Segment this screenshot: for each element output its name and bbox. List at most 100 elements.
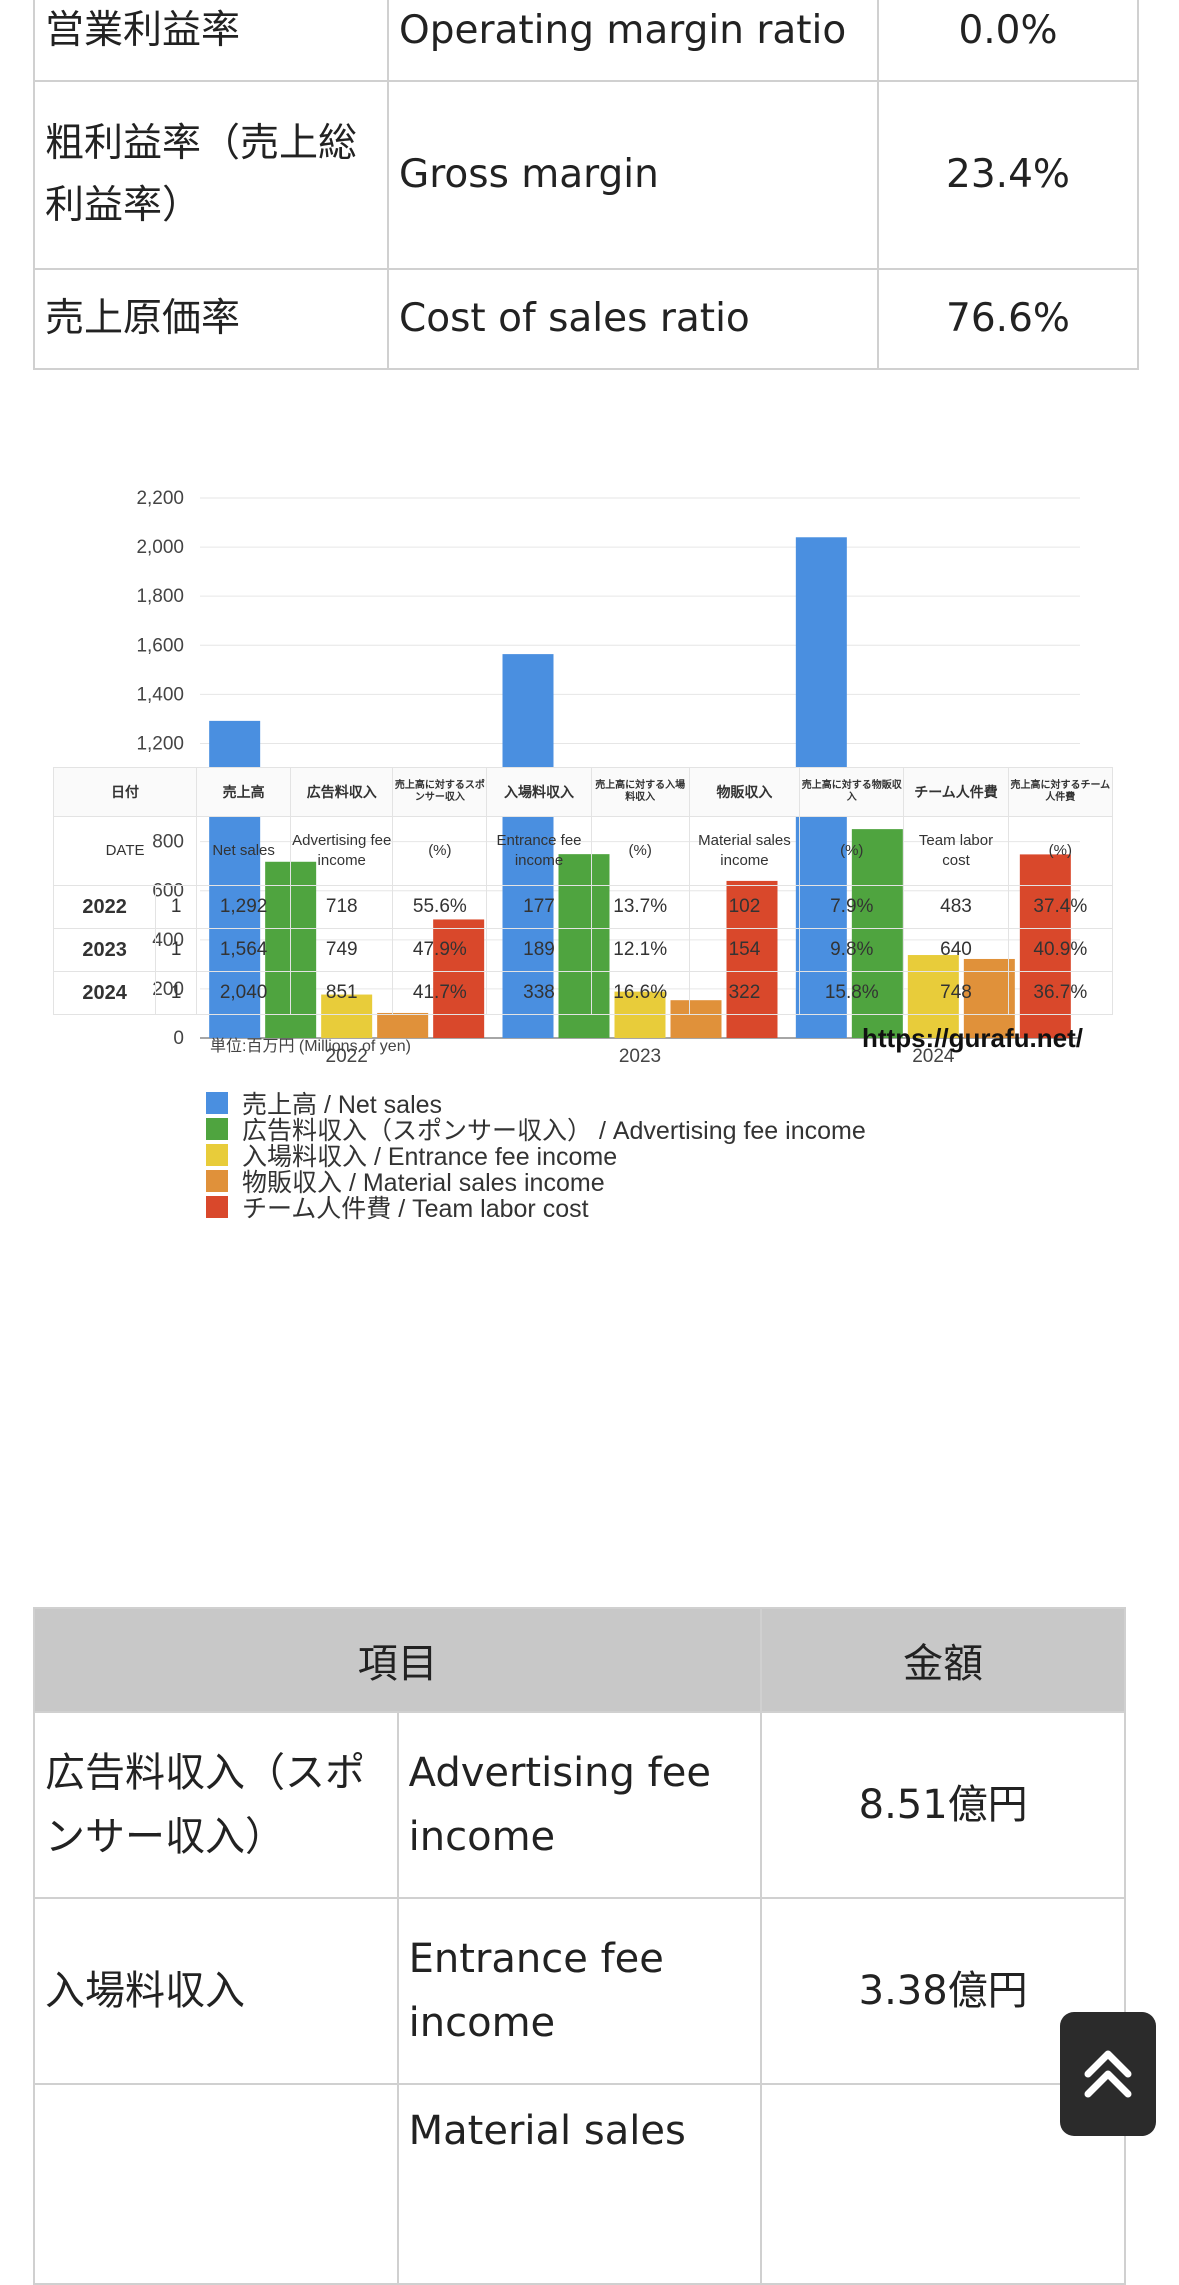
- legend-label: チーム人件費 / Team labor cost: [242, 1195, 589, 1223]
- table-row: 2022 1 1,292 718 55.6% 177 13.7% 102 7.9…: [52, 885, 1114, 929]
- count-cell: 1: [155, 928, 198, 972]
- x-tick-label: 2024: [912, 1046, 955, 1067]
- year-cell: 2022: [52, 885, 157, 929]
- value-cell: 41.7%: [392, 971, 488, 1015]
- unit-note: 単位:百万円 (Millions of yen): [210, 1038, 411, 1055]
- revenue-jp-label: [33, 2083, 399, 2285]
- value-cell: 322: [688, 971, 801, 1015]
- ratio-jp-label: 粗利益率（売上総利益率）: [33, 80, 389, 270]
- header-cell: (%): [392, 816, 488, 886]
- table-row: 粗利益率（売上総利益率） Gross margin 23.4%: [33, 80, 1139, 270]
- table-header-row: 項目 金額: [32, 1607, 1126, 1713]
- header-cell: Team labor cost: [903, 816, 1009, 886]
- ratio-en-label: Cost of sales ratio: [387, 268, 879, 370]
- y-tick-label: 0: [173, 1028, 184, 1049]
- table-header-row: DATE Net sales Advertising fee income (%…: [52, 816, 1114, 886]
- chart-legend: 売上高 / Net sales 広告料収入（スポンサー収入） / Adverti…: [206, 1090, 866, 1223]
- ratio-value: 23.4%: [877, 80, 1139, 270]
- header-cell: (%): [1007, 816, 1114, 886]
- table-row: 売上原価率 Cost of sales ratio 76.6%: [33, 268, 1139, 370]
- legend-item: 物販収入 / Material sales income: [206, 1168, 866, 1197]
- y-tick-label: 1,200: [136, 733, 184, 754]
- revenue-table: 項目 金額 広告料収入（スポンサー収入） Advertising fee inc…: [32, 1607, 1126, 2285]
- value-cell: 640: [903, 928, 1009, 972]
- legend-item: 広告料収入（スポンサー収入） / Advertising fee income: [206, 1116, 866, 1145]
- value-cell: 1,564: [196, 928, 292, 972]
- table-row: Material sales: [33, 2083, 1126, 2285]
- ratio-jp-label: 営業利益率: [33, 0, 389, 82]
- revenue-jp-label: 入場料収入: [33, 1897, 399, 2085]
- revenue-en-label: Advertising fee income: [396, 1711, 763, 1899]
- header-cell: チーム人件費: [903, 767, 1009, 817]
- header-cell: 広告料収入: [290, 767, 394, 817]
- revenue-en-label: Material sales: [396, 2083, 763, 2285]
- value-cell: 37.4%: [1007, 885, 1114, 929]
- table-row: 入場料収入 Entrance fee income 3.38億円: [33, 1897, 1126, 2085]
- value-cell: 154: [688, 928, 801, 972]
- value-cell: 749: [290, 928, 394, 972]
- value-cell: 851: [290, 971, 394, 1015]
- bar: [377, 1012, 429, 1038]
- revenue-en-label: Entrance fee income: [396, 1897, 763, 2085]
- value-cell: 40.9%: [1007, 928, 1114, 972]
- x-tick-label: 2022: [326, 1046, 368, 1067]
- ratio-jp-label: 売上原価率: [33, 268, 389, 370]
- legend-swatch: [206, 1118, 228, 1140]
- ratio-value: 0.0%: [877, 0, 1139, 82]
- table-row: 広告料収入（スポンサー収入） Advertising fee income 8.…: [33, 1711, 1126, 1899]
- table-row: 2023 1 1,564 749 47.9% 189 12.1% 154 9.8…: [52, 928, 1114, 972]
- y-tick-label: 2,200: [136, 488, 184, 509]
- header-cell: 売上高: [196, 767, 292, 817]
- ratio-en-label: Operating margin ratio: [387, 0, 879, 82]
- value-cell: 718: [290, 885, 394, 929]
- count-cell: 1: [155, 885, 198, 929]
- header-cell: Net sales: [196, 816, 292, 886]
- header-cell: 物販収入: [688, 767, 801, 817]
- y-tick-label: 1,400: [136, 684, 184, 705]
- value-cell: 13.7%: [590, 885, 690, 929]
- value-cell: 7.9%: [799, 885, 905, 929]
- ratio-en-label: Gross margin: [387, 80, 879, 270]
- revenue-value: 8.51億円: [760, 1711, 1126, 1899]
- header-cell: 売上高に対するチーム人件費: [1007, 767, 1114, 817]
- header-cell: 売上高に対する入場料収入: [590, 767, 690, 817]
- value-cell: 177: [486, 885, 592, 929]
- header-cell: Entrance fee income: [486, 816, 592, 886]
- value-cell: 1,292: [196, 885, 292, 929]
- legend-swatch: [206, 1196, 228, 1218]
- value-cell: 9.8%: [799, 928, 905, 972]
- scroll-to-top-button[interactable]: [1060, 2012, 1156, 2136]
- legend-label: 物販収入 / Material sales income: [242, 1169, 605, 1197]
- value-cell: 2,040: [196, 971, 292, 1015]
- legend-item: チーム人件費 / Team labor cost: [206, 1194, 866, 1223]
- header-cell: Advertising fee income: [290, 816, 394, 886]
- header-item: 項目: [32, 1607, 763, 1713]
- count-cell: 1: [155, 971, 198, 1015]
- value-cell: 15.8%: [799, 971, 905, 1015]
- header-cell: 入場料収入: [486, 767, 592, 817]
- value-cell: 36.7%: [1007, 971, 1114, 1015]
- y-tick-label: 1,600: [136, 635, 184, 656]
- header-cell: (%): [799, 816, 905, 886]
- year-cell: 2024: [52, 971, 157, 1015]
- legend-label: 売上高 / Net sales: [242, 1091, 443, 1119]
- legend-item: 売上高 / Net sales: [206, 1090, 866, 1119]
- header-cell: 売上高に対するスポンサー収入: [392, 767, 488, 817]
- value-cell: 55.6%: [392, 885, 488, 929]
- data-table: 日付 売上高 広告料収入 売上高に対するスポンサー収入 入場料収入 売上高に対す…: [52, 767, 1114, 1015]
- double-chevron-up-icon: [1084, 2050, 1132, 2098]
- value-cell: 483: [903, 885, 1009, 929]
- value-cell: 748: [903, 971, 1009, 1015]
- y-tick-label: 2,000: [136, 537, 184, 558]
- header-cell: (%): [590, 816, 690, 886]
- revenue-jp-label: 広告料収入（スポンサー収入）: [33, 1711, 399, 1899]
- value-cell: 47.9%: [392, 928, 488, 972]
- value-cell: 338: [486, 971, 592, 1015]
- value-cell: 16.6%: [590, 971, 690, 1015]
- source-url: https://gurafu.net/: [862, 1023, 1083, 1053]
- header-cell: DATE: [52, 816, 198, 886]
- legend-item: 入場料収入 / Entrance fee income: [206, 1142, 866, 1171]
- table-row: 営業利益率 Operating margin ratio 0.0%: [33, 0, 1139, 82]
- header-cell: Material sales income: [688, 816, 801, 886]
- header-cell: 日付: [52, 767, 198, 817]
